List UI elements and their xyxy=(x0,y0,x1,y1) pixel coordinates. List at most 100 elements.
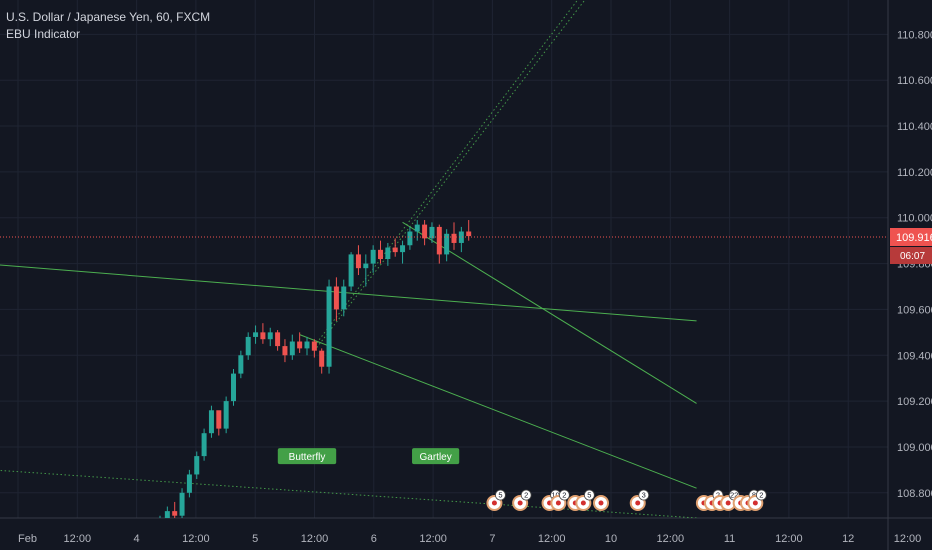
candle-body xyxy=(238,355,244,374)
x-tick-label: 12:00 xyxy=(419,533,447,545)
candle[interactable] xyxy=(253,325,259,344)
candle[interactable] xyxy=(297,332,303,353)
x-tick-label: 12:00 xyxy=(301,533,329,545)
trend-line[interactable] xyxy=(0,465,697,518)
event-count: 8 xyxy=(752,491,756,500)
candle-body xyxy=(311,341,317,351)
candle[interactable] xyxy=(326,279,332,374)
candle-body xyxy=(164,511,170,518)
trend-line[interactable] xyxy=(402,221,697,404)
pattern-annotation-bg xyxy=(412,448,460,465)
candle-body xyxy=(385,247,391,259)
y-tick-label: 108.800 xyxy=(897,488,932,500)
candle-body xyxy=(363,263,369,269)
event-count-badge xyxy=(495,489,506,501)
candle[interactable] xyxy=(275,330,281,351)
event-marker[interactable]: 3 xyxy=(629,489,650,511)
candle[interactable] xyxy=(458,226,464,253)
candle[interactable] xyxy=(363,254,369,287)
event-marker[interactable] xyxy=(593,495,609,511)
candle[interactable] xyxy=(186,469,192,498)
candle[interactable] xyxy=(238,350,244,379)
flag-icon xyxy=(555,500,561,506)
trend-line[interactable] xyxy=(313,0,586,347)
candle[interactable] xyxy=(407,226,413,250)
candle[interactable] xyxy=(231,369,236,406)
candle[interactable] xyxy=(400,240,406,264)
candle[interactable] xyxy=(333,277,339,321)
candle-body xyxy=(407,231,413,246)
event-count: 5 xyxy=(587,491,591,500)
flag-icon xyxy=(491,500,497,506)
candle[interactable] xyxy=(341,279,347,317)
candle[interactable] xyxy=(348,252,354,292)
candle-body xyxy=(289,341,295,356)
candle[interactable] xyxy=(179,488,185,518)
candle[interactable] xyxy=(392,238,398,257)
pattern-annotation[interactable]: Butterfly xyxy=(277,448,337,465)
candle[interactable] xyxy=(245,332,251,360)
candle[interactable] xyxy=(282,339,288,363)
candle-body xyxy=(436,226,442,255)
candle[interactable] xyxy=(216,410,222,436)
candle[interactable] xyxy=(267,327,273,347)
event-count: 5 xyxy=(498,491,502,500)
x-tick-label: 12:00 xyxy=(657,533,685,545)
flag-icon xyxy=(598,500,604,506)
event-count: 2 xyxy=(524,491,528,500)
candle-body xyxy=(253,332,259,337)
trend-line[interactable] xyxy=(0,259,697,322)
event-count: 22 xyxy=(730,491,738,500)
candle[interactable] xyxy=(385,242,391,266)
candle-body xyxy=(172,511,178,516)
candle[interactable] xyxy=(319,348,325,374)
trend-line[interactable] xyxy=(299,334,697,489)
flag-icon xyxy=(517,500,523,506)
x-tick-label: 6 xyxy=(371,533,377,545)
x-tick-label: Feb xyxy=(18,533,37,545)
pattern-annotation[interactable]: Gartley xyxy=(412,448,460,465)
event-marker[interactable]: 5 xyxy=(575,489,595,511)
y-tick-label: 109.000 xyxy=(897,442,932,454)
last-price-label: 109.916 xyxy=(896,232,932,244)
candle-body xyxy=(275,332,281,347)
candle[interactable] xyxy=(429,222,435,243)
event-marker[interactable]: 2 xyxy=(512,489,532,511)
candle-body xyxy=(392,247,398,253)
x-tick-label: 11 xyxy=(724,533,735,545)
candle[interactable] xyxy=(422,220,428,246)
symbol-title[interactable]: U.S. Dollar / Japanese Yen, 60, FXCM xyxy=(6,10,211,24)
candle[interactable] xyxy=(311,339,317,358)
event-marker[interactable]: 2 xyxy=(747,489,767,511)
candle[interactable] xyxy=(201,428,207,461)
y-tick-label: 110.600 xyxy=(897,75,932,87)
x-tick-label: 7 xyxy=(489,533,495,545)
candle[interactable] xyxy=(444,229,450,262)
candle[interactable] xyxy=(172,501,178,518)
y-tick-label: 109.600 xyxy=(897,304,932,316)
trend-line[interactable] xyxy=(313,0,593,351)
candle[interactable] xyxy=(355,245,361,276)
x-tick-label: 12:00 xyxy=(775,533,803,545)
chart-legend: U.S. Dollar / Japanese Yen, 60, FXCM EBU… xyxy=(6,9,210,43)
candle[interactable] xyxy=(289,334,295,360)
candle[interactable] xyxy=(208,405,214,438)
x-tick-label: 12:00 xyxy=(64,533,92,545)
candle[interactable] xyxy=(223,396,229,434)
candle[interactable] xyxy=(194,451,200,480)
candle[interactable] xyxy=(304,336,310,356)
candle[interactable] xyxy=(436,224,442,264)
flag-icon xyxy=(580,500,586,506)
candle[interactable] xyxy=(164,506,170,525)
candle[interactable] xyxy=(451,222,457,250)
candle[interactable] xyxy=(260,323,266,344)
event-marker[interactable]: 2 xyxy=(550,489,570,511)
candle[interactable] xyxy=(378,240,383,264)
candle[interactable] xyxy=(370,245,376,273)
candle-body xyxy=(355,254,361,269)
event-marker[interactable]: 5 xyxy=(486,489,506,511)
candle-body xyxy=(216,410,222,429)
indicator-name[interactable]: EBU Indicator xyxy=(6,27,81,41)
